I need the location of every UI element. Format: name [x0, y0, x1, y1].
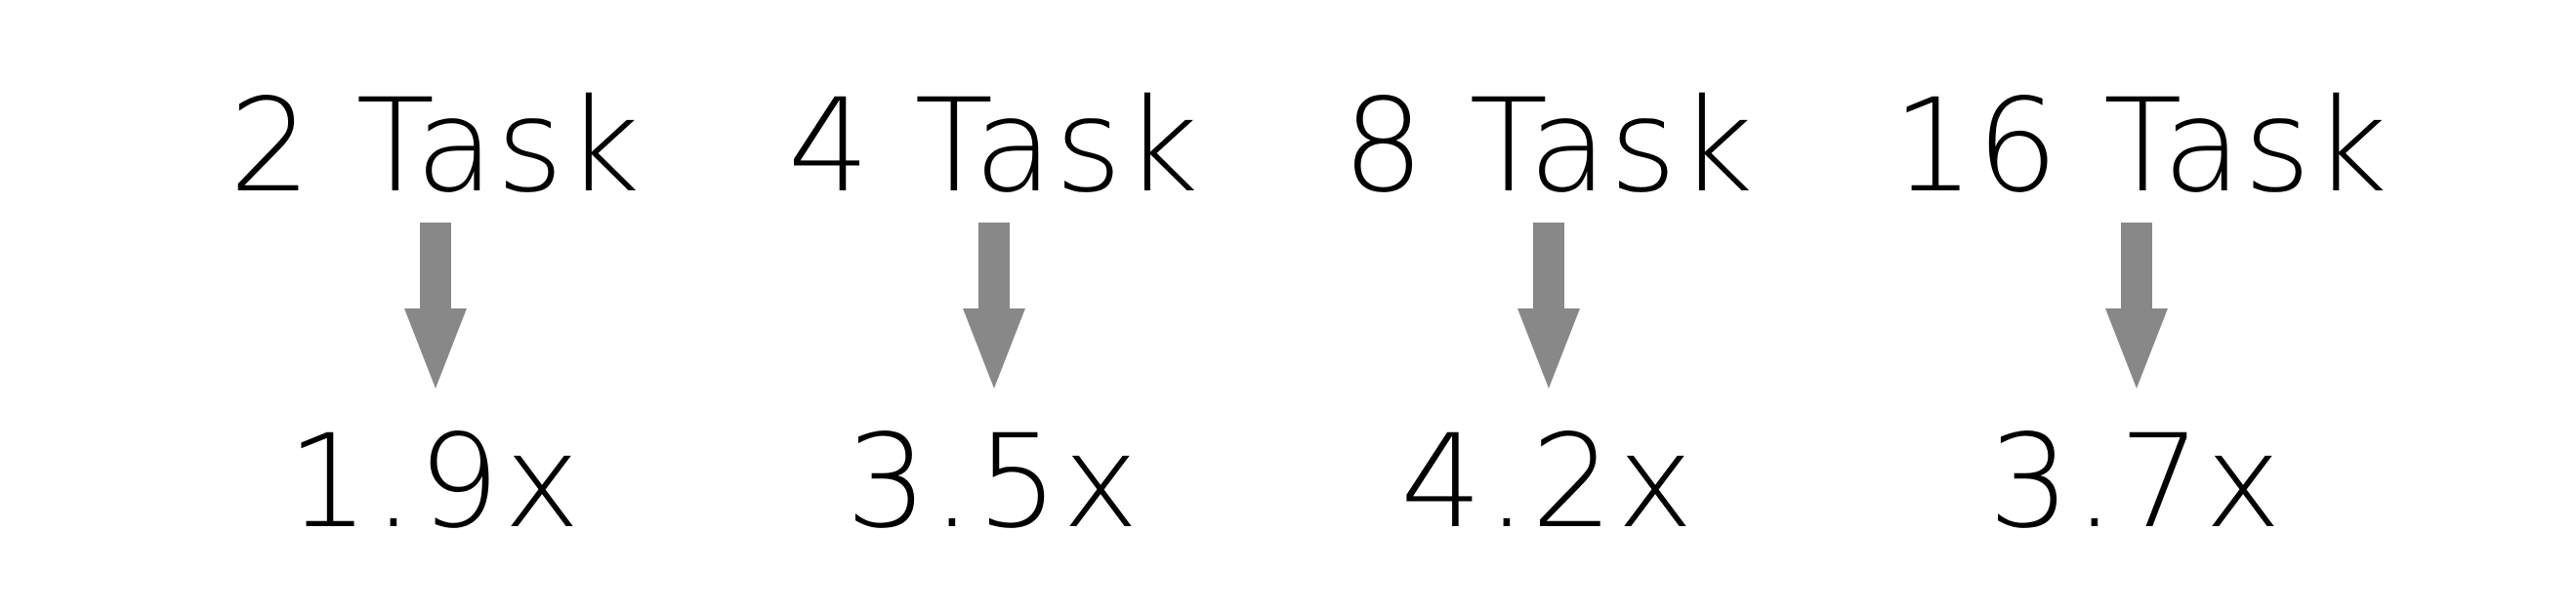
- task-column-1: 2 Task 1.9x: [191, 0, 680, 613]
- down-arrow-icon: [404, 223, 467, 388]
- speedup-label: 4.2x: [1399, 407, 1698, 557]
- speedup-label: 3.5x: [845, 407, 1143, 557]
- down-arrow-icon: [2105, 223, 2168, 388]
- task-column-3: 8 Task 4.2x: [1305, 0, 1793, 613]
- task-column-4: 16 Task 3.7x: [1892, 0, 2389, 613]
- speedup-label: 1.9x: [286, 407, 585, 557]
- task-column-2: 4 Task 3.5x: [750, 0, 1238, 613]
- speedup-label: 3.7x: [1987, 407, 2286, 557]
- task-label: 4 Task: [787, 71, 1201, 222]
- task-label: 8 Task: [1342, 71, 1756, 222]
- down-arrow-icon: [1517, 223, 1580, 388]
- task-label: 16 Task: [1892, 71, 2389, 222]
- task-label: 2 Task: [229, 71, 643, 222]
- down-arrow-icon: [963, 223, 1025, 388]
